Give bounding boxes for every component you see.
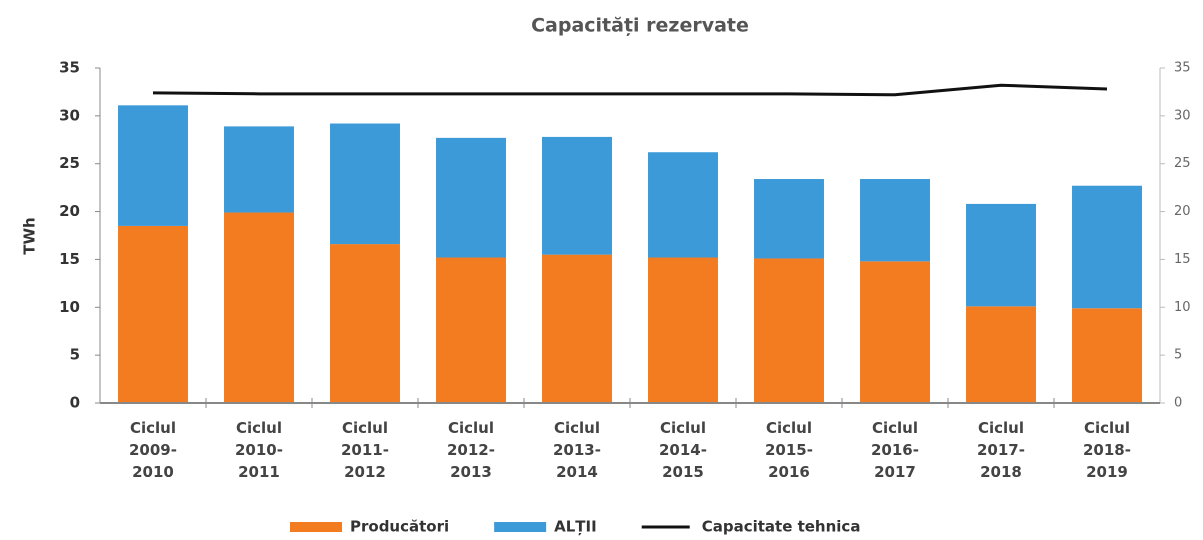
bar-segment [436,137,506,258]
bar-segment [648,152,718,258]
bar-segment [330,123,400,245]
legend-label: ALȚII [554,518,597,536]
x-tick-label: Ciclul 2018-2019 [1083,419,1131,481]
bar-segment [118,225,188,403]
y2-tick-label: 0 [1174,396,1182,411]
y2-tick-label: 15 [1174,252,1191,267]
y-tick-label: 20 [59,202,80,220]
x-tick-label-box: Ciclul 2011-2012 [341,419,389,481]
x-tick-label-box: Ciclul 2016-2017 [871,419,919,481]
bar-segment [542,136,612,255]
x-tick-label-box: Ciclul 2012-2013 [447,419,495,481]
x-tick-label-box: Ciclul 2017-2018 [977,419,1025,481]
line [152,83,1108,97]
legend-swatch [290,522,342,532]
bar-segment [966,306,1036,403]
bar-segment [754,258,824,403]
x-tick-label-box: Ciclul 2018-2019 [1083,419,1131,481]
x-tick-label-box: Ciclul 2013-2014 [553,419,601,481]
x-tick-label-box: Ciclul 2010-2011 [235,419,283,481]
bar-segment [1072,308,1142,403]
x-tick-label: Ciclul 2015-2016 [765,419,813,481]
y-tick-label: 15 [59,250,80,268]
x-tick-label: Ciclul 2011-2012 [341,419,389,481]
y2-tick-label: 25 [1174,156,1191,171]
bar-segment [224,126,294,213]
bar-segment [648,257,718,403]
legend-swatch [494,522,547,532]
bar-segment [330,244,400,403]
x-tick-label: Ciclul 2016-2017 [871,419,919,481]
bar-segment [118,105,188,226]
y-tick-label: 35 [59,59,80,77]
bar-segment [542,254,612,403]
bar-segment [1072,185,1142,309]
legend-label: Capacitate tehnica [702,518,861,536]
x-tick-label: Ciclul 2010-2011 [235,419,283,481]
bar-segment [754,179,824,259]
legend-label: Producători [350,518,449,536]
y2-tick-label: 10 [1174,300,1191,315]
bar-segment [436,257,506,403]
y2-tick-label: 5 [1174,348,1182,363]
y-axis-label: TWh [21,217,39,254]
y-tick-label: 25 [59,154,80,172]
bar-segment [860,179,930,262]
y2-tick-label: 30 [1174,108,1191,123]
x-tick-label-box: Ciclul 2014-2015 [659,419,707,481]
x-tick-label: Ciclul 2012-2013 [447,419,495,481]
x-tick-label: Ciclul 2017-2018 [977,419,1025,481]
x-tick-label: Ciclul 2014-2015 [659,419,707,481]
y-tick-label: 30 [59,106,80,124]
bar-segment [224,212,294,403]
y-tick-label: 10 [59,298,80,316]
x-tick-label-box: Ciclul 2009-2010 [129,419,177,481]
bar-segment [966,203,1036,307]
y2-tick-label: 20 [1174,204,1191,219]
y-tick-label: 5 [70,346,80,364]
y-tick-label: 0 [70,394,80,412]
y2-tick-label: 35 [1174,61,1191,76]
bar-segment [860,261,930,403]
x-tick-label: Ciclul 2009-2010 [129,419,177,481]
chart-title: Capacități rezervate [531,15,749,37]
x-tick-label-box: Ciclul 2015-2016 [765,419,813,481]
x-tick-label: Ciclul 2013-2014 [553,419,601,481]
